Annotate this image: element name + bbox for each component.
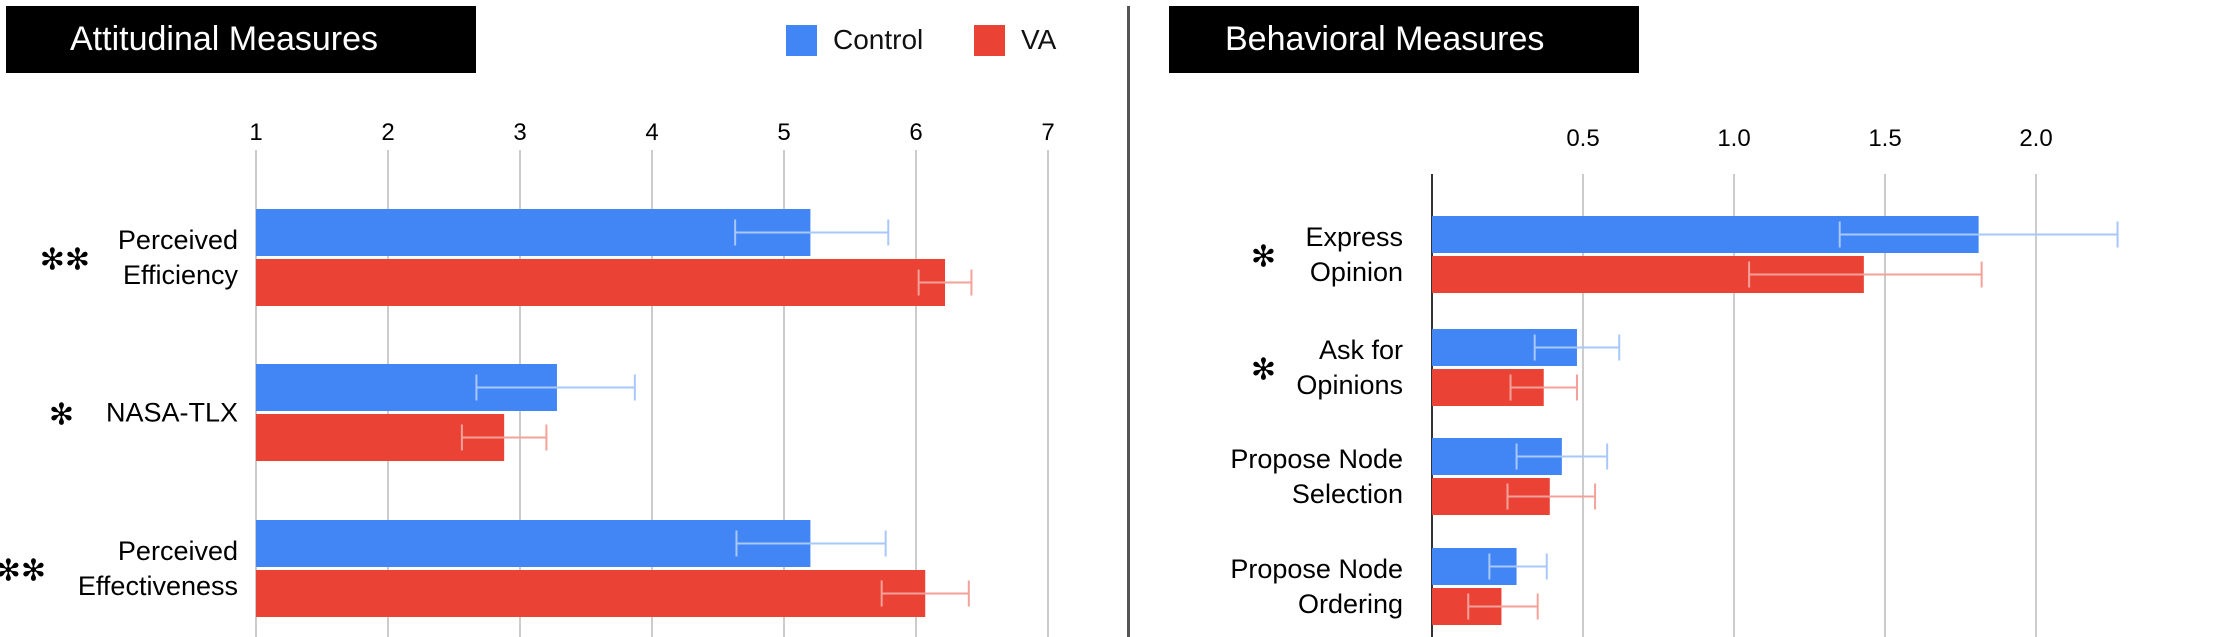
x-tick-label: 2: [381, 119, 394, 146]
attitudinal-chart: 1 2 3 4 5 6 7 Perceived Efficiency ✻✻ NASA-TLX ✻ Per…: [0, 119, 1055, 637]
behavioral-panel-title: Behavioral Measures: [1169, 6, 1639, 73]
legend-swatch-control: [786, 24, 817, 56]
category-label: NASA-TLX: [106, 398, 238, 428]
legend-label-va: VA: [1021, 24, 1057, 55]
category-label: Opinions: [1296, 370, 1403, 400]
x-tick-label: 7: [1041, 119, 1054, 146]
category-label: Propose Node: [1230, 444, 1403, 474]
significance-marker: ✻: [49, 398, 74, 433]
category-label: Express: [1305, 222, 1403, 252]
bar-control-0: [256, 209, 811, 256]
category-label: Ordering: [1298, 589, 1403, 619]
category-label: Perceived: [118, 225, 238, 255]
bar-va-0: [256, 259, 946, 306]
x-tick-label: 1.0: [1717, 125, 1750, 152]
legend-item-control: Control: [786, 22, 923, 58]
significance-marker: ✻: [1251, 353, 1276, 388]
significance-marker: ✻✻: [40, 243, 90, 278]
x-tick-label: 6: [909, 119, 922, 146]
category-label: Efficiency: [123, 260, 239, 290]
panel-divider: [1127, 6, 1130, 637]
x-tick-label: 4: [645, 119, 658, 146]
x-tick-label: 0.5: [1566, 125, 1599, 152]
bar-control-2: [256, 520, 811, 567]
legend-swatch-va: [974, 24, 1005, 56]
attitudinal-title-text: Attitudinal Measures: [70, 20, 379, 58]
significance-marker: ✻: [1251, 240, 1276, 275]
category-label: Perceived: [118, 536, 238, 566]
attitudinal-panel-title: Attitudinal Measures: [6, 6, 476, 73]
behavioral-title-text: Behavioral Measures: [1225, 20, 1545, 58]
category-label: Opinion: [1310, 257, 1403, 287]
category-label: Selection: [1292, 479, 1403, 509]
category-label: Ask for: [1319, 335, 1403, 365]
significance-marker: ✻✻: [0, 554, 46, 589]
bar-va-2: [256, 570, 926, 617]
x-tick-label: 1.5: [1868, 125, 1901, 152]
x-tick-label: 3: [513, 119, 526, 146]
x-tick-label: 5: [777, 119, 790, 146]
x-tick-label: 1: [249, 119, 262, 146]
x-tick-label: 2.0: [2019, 125, 2052, 152]
category-label: Propose Node: [1230, 554, 1403, 584]
legend-item-va: VA: [974, 22, 1056, 58]
category-label: Effectiveness: [78, 571, 238, 601]
legend-label-control: Control: [833, 24, 924, 55]
